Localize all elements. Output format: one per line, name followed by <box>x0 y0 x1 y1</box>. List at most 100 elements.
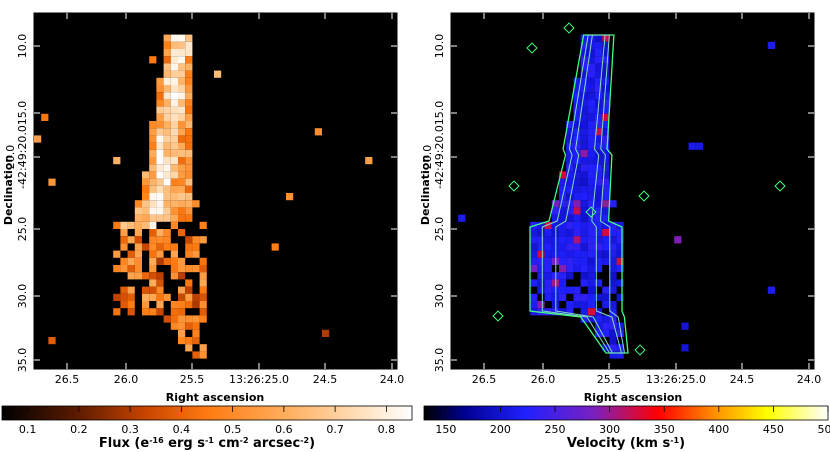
flux-pixel <box>192 351 200 359</box>
flux-pixel <box>199 286 207 294</box>
velocity-contour <box>638 190 650 202</box>
flux-pixel <box>142 286 150 294</box>
flux-pixel <box>178 322 186 330</box>
velocity-pixel <box>573 193 581 201</box>
flux-pixel <box>185 315 193 323</box>
velocity-pixel <box>580 142 588 150</box>
flux-pixel <box>185 193 193 201</box>
flux-pixel <box>149 308 157 316</box>
velocity-pixel <box>559 236 567 244</box>
velocity-pixel <box>609 322 617 330</box>
velocity-pixel <box>595 70 603 78</box>
flux-colorbar-label: Flux (e-16 erg s-1 cm-2 arcsec-2) <box>99 436 315 452</box>
velocity-pixel <box>580 149 588 157</box>
velocity-pixel <box>559 257 567 265</box>
flux-pixel <box>199 272 207 280</box>
velocity-pixel <box>573 200 581 208</box>
velocity-contour <box>492 310 504 322</box>
left-xlabel: Right ascension <box>166 391 265 404</box>
flux-pixel <box>185 344 193 352</box>
x-tick-label: 26.0 <box>114 373 139 386</box>
flux-pixel <box>185 92 193 100</box>
flux-pixel <box>185 250 193 258</box>
velocity-pixel <box>573 243 581 251</box>
flux-pixel <box>170 207 178 215</box>
flux-pixel <box>185 135 193 143</box>
flux-pixel <box>163 293 171 301</box>
flux-pixel <box>113 157 121 165</box>
velocity-pixel <box>695 142 703 150</box>
velocity-pixel <box>559 200 567 208</box>
flux-pixel <box>178 329 186 337</box>
flux-pixel <box>149 293 157 301</box>
flux-pixel <box>149 257 157 265</box>
velocity-pixel <box>602 171 610 179</box>
x-tick-label: 26.0 <box>531 373 556 386</box>
velocity-pixel <box>602 315 610 323</box>
velocity-pixel <box>559 272 567 280</box>
velocity-pixel <box>566 229 574 237</box>
velocity-pixel <box>602 56 610 64</box>
velocity-pixel <box>580 214 588 222</box>
y-tick-label: -42:49:20.0 <box>433 125 446 189</box>
flux-colorbar-gradient <box>1 405 413 421</box>
velocity-pixel <box>587 279 595 287</box>
left-panel: 26.5 26.0 25.5 13:26:25.0 24.5 24.0 10.0 15.0-4… <box>2 12 404 404</box>
flux-pixel <box>170 149 178 157</box>
flux-pixel <box>170 214 178 222</box>
flux-pixel <box>185 106 193 114</box>
velocity-contour <box>555 34 623 354</box>
velocity-pixel <box>616 265 624 273</box>
flux-pixel <box>120 265 128 273</box>
flux-pixel <box>185 121 193 129</box>
velocity-pixel <box>602 135 610 143</box>
velocity-pixel <box>587 41 595 49</box>
flux-pixel <box>134 257 142 265</box>
velocity-pixel <box>566 250 574 258</box>
flux-pixel <box>170 200 178 208</box>
flux-pixel <box>170 171 178 179</box>
flux-pixel <box>127 257 135 265</box>
flux-pixel <box>178 121 186 129</box>
flux-pixel <box>149 272 157 280</box>
flux-pixel <box>192 329 200 337</box>
velocity-pixel <box>595 265 603 273</box>
flux-pixel <box>120 243 128 251</box>
velocity-pixel <box>559 293 567 301</box>
flux-pixel <box>170 77 178 85</box>
flux-pixel <box>142 214 150 222</box>
y-tick-label: 10.0 <box>433 34 446 59</box>
flux-pixel <box>178 214 186 222</box>
flux-pixel <box>41 113 49 121</box>
velocity-pixel <box>602 229 610 237</box>
velocity-pixel <box>587 63 595 71</box>
velocity-pixel <box>573 207 581 215</box>
velocity-pixel <box>595 329 603 337</box>
flux-pixel <box>156 106 164 114</box>
flux-pixel <box>127 301 135 309</box>
flux-pixel <box>170 157 178 165</box>
velocity-pixel <box>530 265 538 273</box>
flux-pixel <box>134 272 142 280</box>
velocity-pixel <box>587 301 595 309</box>
velocity-pixel <box>566 265 574 273</box>
velocity-pixel <box>595 257 603 265</box>
velocity-pixel <box>587 49 595 57</box>
y-tick-label: 10.0 <box>16 34 29 59</box>
velocity-pixel <box>602 157 610 165</box>
flux-pixel <box>156 149 164 157</box>
flux-pixel <box>163 85 171 93</box>
flux-pixel <box>149 279 157 287</box>
velocity-pixel <box>609 272 617 280</box>
velocity-pixel <box>609 344 617 352</box>
velocity-pixel <box>587 128 595 136</box>
flux-pixel <box>192 243 200 251</box>
flux-pixel <box>185 34 193 42</box>
flux-pixel <box>192 250 200 258</box>
flux-pixel <box>127 265 135 273</box>
flux-pixel <box>178 85 186 93</box>
flux-pixel <box>127 250 135 258</box>
flux-pixel <box>178 113 186 121</box>
velocity-pixel <box>566 301 574 309</box>
